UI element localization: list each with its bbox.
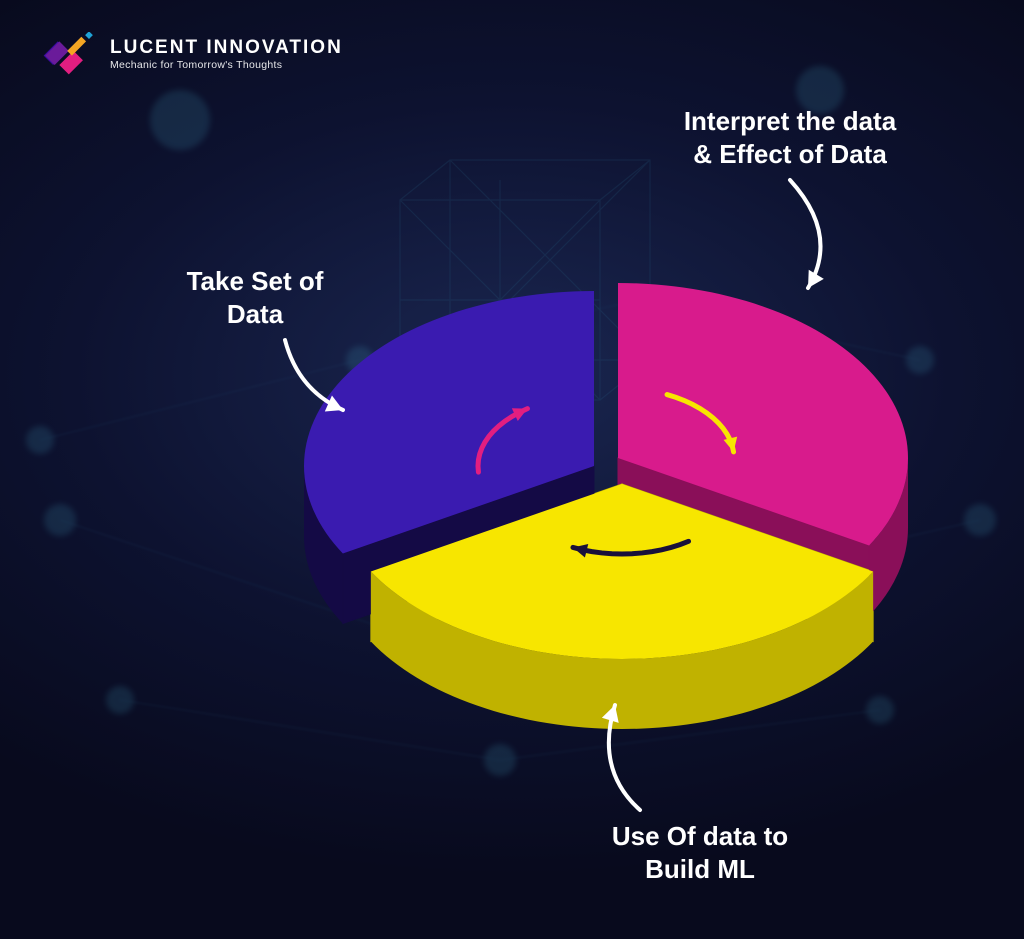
brand-word2: INNOVATION [206,37,342,58]
background-cube [340,140,660,460]
slice-label-take-set: Take Set ofData [145,265,365,330]
slice-label-use-build-ml: Use Of data toBuild ML [560,820,840,885]
brand-word1: LUCENT [110,37,199,58]
brand-tagline: Mechanic for Tomorrow's Thoughts [110,59,343,71]
pie-slice-use-build-ml [371,484,873,659]
background-network [0,0,1024,939]
infographic-canvas: LUCENT INNOVATION Mechanic for Tomorrow'… [0,0,1024,939]
pie-slice-take-set [304,291,594,554]
logo-mark-icon [40,32,96,76]
slice-label-interpret: Interpret the data& Effect of Data [640,105,940,170]
pie-slice-interpret [618,283,908,546]
pie-chart [0,0,1024,939]
brand-logo: LUCENT INNOVATION Mechanic for Tomorrow'… [40,32,343,76]
